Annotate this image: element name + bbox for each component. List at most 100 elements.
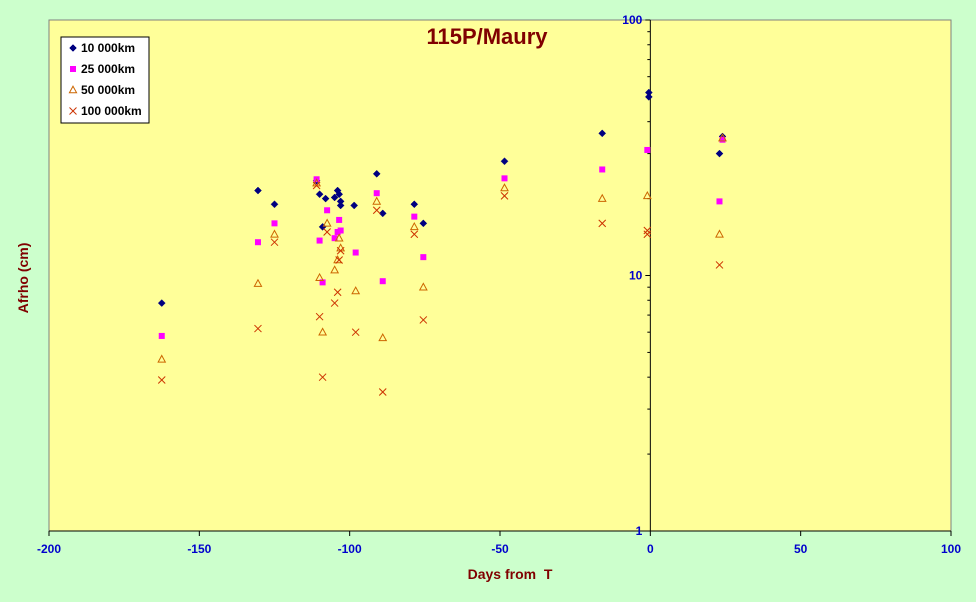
x-tick-label: -50 — [491, 542, 509, 556]
data-point — [334, 228, 341, 235]
legend-marker — [69, 44, 77, 52]
data-point — [270, 200, 279, 209]
data-point — [351, 286, 361, 295]
x-tick-label: 100 — [941, 542, 961, 556]
data-point — [410, 230, 419, 239]
data-point — [324, 207, 331, 214]
legend-entry: 25 000km — [81, 62, 135, 76]
data-point — [335, 256, 343, 264]
data-point — [319, 279, 326, 286]
y-axis-label: Afrho (cm) — [15, 243, 31, 314]
data-point — [254, 239, 261, 246]
data-point — [378, 333, 388, 342]
legend-marker — [68, 85, 78, 94]
legend-marker — [69, 107, 77, 115]
data-point — [372, 169, 381, 178]
data-point — [336, 201, 345, 210]
data-point — [322, 218, 332, 227]
data-point — [253, 278, 263, 287]
data-point — [500, 183, 509, 192]
data-point — [598, 129, 607, 138]
x-ticks: -200 -150 -100 -50 0 50 100 — [37, 531, 961, 556]
data-point — [315, 190, 324, 199]
data-point — [157, 376, 166, 384]
data-point — [350, 201, 359, 210]
data-point — [330, 265, 340, 274]
data-point — [719, 136, 726, 143]
data-point — [333, 288, 342, 297]
data-point — [379, 278, 386, 285]
data-point — [352, 249, 359, 256]
data-point — [598, 219, 607, 228]
data-point — [644, 88, 653, 97]
legend-marker — [70, 66, 76, 72]
y-tick-label: 1 — [636, 524, 643, 538]
data-point — [411, 213, 418, 220]
x-tick-label: 50 — [794, 542, 808, 556]
legend-entry: 50 000km — [81, 83, 135, 97]
data-point — [501, 175, 508, 182]
data-point — [270, 238, 279, 247]
data-point — [330, 299, 339, 307]
data-point — [373, 190, 380, 197]
data-point — [644, 93, 653, 101]
x-tick-label: -100 — [338, 542, 362, 556]
y-tick-label: 10 — [629, 269, 643, 283]
data-point — [500, 191, 509, 200]
data-point — [378, 209, 387, 218]
data-point — [254, 324, 262, 333]
x-tick-label: -150 — [187, 542, 211, 556]
data-point — [270, 229, 279, 238]
data-point — [157, 354, 167, 363]
y-tick-label: 100 — [622, 13, 642, 27]
data-point — [321, 194, 330, 203]
data-point — [716, 198, 723, 205]
data-point — [330, 193, 339, 202]
data-point — [419, 219, 428, 228]
data-point — [715, 261, 724, 269]
data-point — [420, 254, 427, 261]
data-point — [337, 227, 344, 234]
data-point — [643, 226, 652, 235]
data-point — [271, 220, 278, 227]
data-point — [644, 146, 651, 153]
data-point — [597, 193, 607, 202]
data-point — [372, 196, 382, 205]
data-point — [378, 388, 387, 396]
data-point — [157, 299, 166, 307]
data-point — [336, 246, 345, 255]
data-point — [715, 149, 724, 158]
data-point — [158, 332, 165, 339]
data-point — [372, 206, 381, 215]
data-point — [254, 186, 262, 195]
data-point — [318, 327, 328, 336]
data-points — [157, 88, 727, 396]
data-point — [334, 233, 344, 242]
data-point — [318, 373, 327, 382]
x-tick-label: -200 — [37, 542, 61, 556]
data-point — [642, 191, 652, 200]
data-point — [715, 229, 724, 238]
data-point — [599, 166, 606, 173]
data-point — [500, 157, 509, 166]
x-tick-label: 0 — [647, 542, 654, 556]
data-point — [323, 228, 331, 236]
data-point — [316, 237, 323, 244]
data-point — [335, 190, 343, 199]
data-point — [718, 133, 727, 142]
plot-area — [48, 19, 952, 532]
data-point — [315, 272, 325, 282]
x-axis-label: Days from T — [468, 566, 553, 582]
data-point — [351, 328, 360, 337]
data-point — [336, 216, 343, 223]
chart-title: 115P/Maury — [426, 24, 548, 49]
legend: 10 000km 25 000km 50 000km 100 000km — [60, 36, 150, 124]
data-point — [418, 282, 428, 291]
data-point — [409, 222, 419, 231]
data-point — [312, 181, 321, 190]
data-point — [315, 312, 324, 321]
legend-entry: 100 000km — [81, 104, 142, 118]
data-point — [331, 235, 338, 242]
data-point — [643, 230, 652, 239]
